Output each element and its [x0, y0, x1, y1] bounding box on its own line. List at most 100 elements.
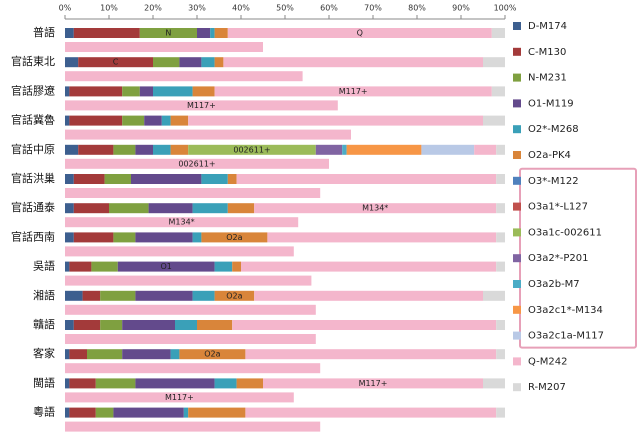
- bar-segment: [342, 144, 347, 155]
- bar-segment: [73, 203, 109, 214]
- x-tick-label: 20%: [144, 4, 162, 13]
- secondary-bar: [65, 334, 316, 344]
- bar-segment: [153, 144, 171, 155]
- annotation: M117+: [187, 101, 216, 110]
- category-label: 官話東北: [11, 54, 55, 68]
- annotation: M117+: [339, 87, 368, 96]
- bar-segment: [214, 86, 492, 97]
- annotation: 002611+: [178, 159, 215, 168]
- bar-segment: [73, 232, 114, 243]
- bar-segment: [78, 57, 153, 68]
- annotation: M117+: [165, 393, 194, 402]
- legend-label: O3a1c-002611: [528, 227, 602, 238]
- legend-swatch: [513, 331, 521, 340]
- x-tick-label: 30%: [188, 4, 206, 13]
- legend-label: R-M207: [528, 382, 566, 393]
- legend-swatch: [513, 125, 521, 134]
- bar-segment: [69, 86, 123, 97]
- bar-segment: [131, 174, 202, 184]
- bar-segment: [65, 261, 70, 272]
- legend-label: C-M130: [528, 47, 566, 58]
- bar-segment: [65, 378, 70, 389]
- bar-segment: [214, 378, 237, 389]
- bar-segment: [236, 378, 263, 389]
- legend-swatch: [513, 176, 521, 185]
- x-tick-label: 50%: [276, 4, 294, 13]
- bar-segment: [254, 290, 483, 301]
- bar-segment: [65, 203, 74, 214]
- legend-swatch: [513, 99, 521, 108]
- bar-segment: [73, 28, 140, 38]
- category-label: 粵語: [33, 405, 55, 419]
- annotation: 002611+: [233, 145, 270, 154]
- secondary-bar: [65, 42, 263, 52]
- bar-segment: [192, 86, 215, 97]
- bar-segment: [135, 232, 193, 243]
- bar-segment: [100, 290, 136, 301]
- bar-segment: [496, 174, 505, 184]
- bar-segment: [135, 290, 193, 301]
- bar-segment: [65, 349, 70, 360]
- bar-segment: [188, 407, 246, 418]
- category-label: 贛語: [33, 317, 55, 331]
- bar-segment: [192, 203, 228, 214]
- secondary-bar: [65, 129, 351, 140]
- bar-segment: [122, 86, 140, 97]
- x-tick-label: 60%: [320, 4, 338, 13]
- bar-segment: [483, 290, 505, 301]
- annotation: O2a: [226, 291, 242, 300]
- bar-segment: [223, 57, 483, 68]
- secondary-bar: [65, 275, 312, 286]
- bar-segment: [170, 144, 189, 155]
- secondary-bar: [65, 392, 294, 403]
- secondary-bar: [65, 421, 321, 432]
- category-label: 吳語: [33, 259, 55, 273]
- x-tick-label: 10%: [100, 4, 118, 13]
- bar-segment: [113, 144, 136, 155]
- bar-segment: [214, 57, 224, 68]
- secondary-bar: [65, 188, 321, 198]
- bar-segment: [95, 407, 114, 418]
- annotation: O2a: [226, 233, 242, 242]
- bar-segment: [78, 144, 114, 155]
- bar-segment: [65, 232, 74, 243]
- legend-label: O2a-PK4: [528, 150, 571, 161]
- bar-segment: [117, 261, 215, 272]
- category-label: 普語: [33, 25, 55, 39]
- legend-swatch: [513, 305, 521, 314]
- legend-label: O3*-M122: [528, 176, 579, 187]
- bar-segment: [82, 290, 101, 301]
- bar-segment: [197, 28, 211, 38]
- bar-segment: [65, 115, 70, 126]
- legend-label: O3a2*-P201: [528, 253, 588, 264]
- annotation: M134*: [362, 204, 388, 213]
- bar-segment: [69, 261, 92, 272]
- bar-segment: [214, 290, 255, 301]
- bar-segment: [69, 349, 87, 360]
- bar-segment: [179, 349, 246, 360]
- x-tick-label: 80%: [408, 4, 426, 13]
- bar-segment: [214, 261, 233, 272]
- bar-segment: [496, 349, 505, 360]
- bar-segment: [87, 349, 123, 360]
- bar-segment: [474, 144, 497, 155]
- bar-segment: [491, 86, 505, 97]
- bar-segment: [179, 57, 202, 68]
- legend-swatch: [513, 228, 521, 237]
- category-label: 官話冀魯: [11, 113, 55, 127]
- bar-segment: [170, 349, 180, 360]
- category-label: 官話膠遼: [11, 83, 55, 97]
- bar-segment: [254, 203, 497, 214]
- legend-label: Q-M242: [528, 356, 567, 367]
- bar-segment: [496, 144, 505, 155]
- bar-segment: [65, 290, 83, 301]
- annotation: C: [113, 58, 119, 67]
- bar-segment: [109, 203, 149, 214]
- bar-segment: [153, 86, 193, 97]
- bar-segment: [69, 115, 123, 126]
- legend-label: O2*-M268: [528, 124, 579, 135]
- legend-label: O1-M119: [528, 98, 574, 109]
- bar-segment: [65, 28, 74, 38]
- bar-segment: [192, 232, 202, 243]
